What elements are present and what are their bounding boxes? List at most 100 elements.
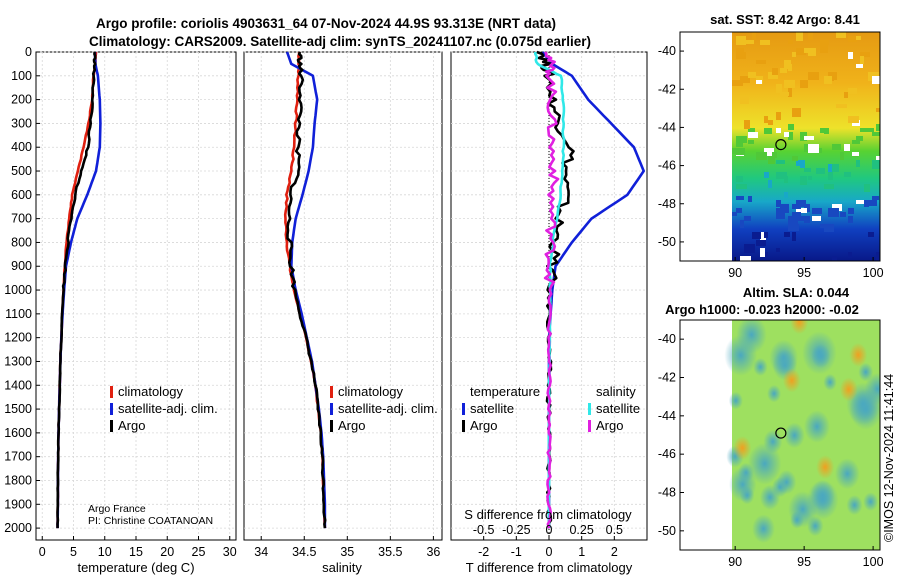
- temperature-x-ticks: 0 5 10 15 20 25 30: [39, 536, 237, 559]
- sst-pixel: [776, 200, 781, 207]
- difference-legend: temperature satellite Argo salinity sate…: [462, 384, 640, 433]
- sst-pixel: [736, 52, 746, 59]
- sla-low: [752, 514, 775, 543]
- sst-pixel: [856, 160, 860, 167]
- x-tick-label: 100: [863, 555, 884, 569]
- sst-pixel: [852, 140, 860, 144]
- sst-pixel: [804, 48, 813, 53]
- sst-pixel: [784, 232, 790, 237]
- x-tick-label: 20: [160, 545, 174, 559]
- sla-low: [834, 458, 860, 490]
- sst-pixel: [852, 152, 859, 156]
- legend-swatch-temp-satellite: [462, 403, 465, 415]
- x-tick-label: -1: [511, 545, 522, 559]
- sst-pixel: [788, 216, 798, 225]
- sla-high: [790, 320, 809, 335]
- sst-pixel: [756, 240, 766, 246]
- sst-pixel: [868, 232, 874, 237]
- top-tick-label: -0.25: [502, 523, 531, 537]
- x-tick-label: 25: [192, 545, 206, 559]
- sst-pixel: [776, 208, 785, 212]
- sst-pixel: [752, 232, 761, 239]
- difference-x-ticks: -2 -1 0 1 2: [478, 536, 618, 559]
- y-tick-label: 600: [11, 188, 32, 202]
- y-tick-label: -40: [658, 44, 676, 58]
- x-tick-label: 15: [129, 545, 143, 559]
- sla-low: [789, 511, 805, 529]
- sst-pixel: [748, 196, 752, 202]
- sst-map-title: sat. SST: 8.42 Argo: 8.41: [710, 12, 860, 27]
- salinity-series: [283, 51, 327, 529]
- sst-pixel: [848, 252, 852, 258]
- sst-pixel: [764, 128, 772, 134]
- sst-pixel: [860, 52, 870, 57]
- x-tick-label: -2: [478, 545, 489, 559]
- sst-pixel: [756, 60, 766, 64]
- sla-low: [784, 422, 805, 449]
- y-tick-label: 1500: [4, 402, 32, 416]
- sst-map-frame: [679, 31, 881, 262]
- sst-pixel: [788, 64, 792, 71]
- sst-pixel: [764, 148, 774, 156]
- sst-map-panel: sat. SST: 8.42 Argo: 8.41 90 95 100 -40 -42 -…: [658, 12, 884, 280]
- y-tick-label: -50: [658, 524, 676, 538]
- sst-pixel: [808, 176, 812, 180]
- legend-label-argo: Argo: [118, 418, 145, 433]
- sst-pixel: [804, 168, 811, 172]
- sst-pixel: [740, 256, 751, 261]
- x-tick-label: 95: [797, 266, 811, 280]
- temperature-legend: climatology satellite-adj. clim. Argo: [110, 384, 218, 433]
- sst-pixel: [776, 248, 780, 252]
- legend-swatch-temp-argo: [462, 420, 465, 432]
- sst-pixel: [804, 136, 814, 140]
- sst-pixel: [740, 76, 746, 80]
- y-tick-label: 500: [11, 164, 32, 178]
- sst-pixel: [864, 184, 870, 192]
- sst-pixel: [820, 128, 828, 133]
- temperature-xlabel: temperature (deg C): [77, 560, 194, 575]
- sla-low: [736, 320, 767, 354]
- sst-pixel: [828, 164, 833, 172]
- sst-pixel: [856, 200, 864, 204]
- sst-pixel: [784, 60, 791, 69]
- sst-pixel: [776, 112, 781, 120]
- sst-pixel: [732, 148, 738, 154]
- sla-low: [811, 344, 831, 369]
- sst-pixel: [848, 88, 857, 94]
- sst-pixel: [876, 108, 880, 112]
- y-tick-label: 1200: [4, 331, 32, 345]
- sst-pixel: [784, 192, 788, 198]
- sst-pixel: [776, 212, 785, 219]
- sst-pixel: [788, 224, 799, 231]
- sst-pixel: [760, 232, 766, 240]
- difference-series: [533, 50, 646, 529]
- sla-map-title-line-2: Argo h1000: -0.023 h2000: -0.02: [665, 302, 859, 317]
- sst-pixel: [736, 176, 743, 182]
- y-tick-label: 400: [11, 140, 32, 154]
- salinity-axes-frame: [243, 51, 443, 541]
- sst-pixel: [840, 212, 846, 217]
- sst-pixel: [792, 212, 801, 218]
- sst-pixel: [800, 132, 807, 141]
- sst-pixel: [836, 32, 846, 38]
- sla-low: [728, 391, 743, 410]
- legend-swatch-sal-argo: [588, 420, 591, 432]
- sst-pixel: [788, 40, 793, 44]
- sst-pixel: [844, 92, 848, 98]
- sla-high: [816, 455, 835, 480]
- sst-pixel: [856, 64, 863, 68]
- legend-label-sal-argo: Argo: [596, 418, 623, 433]
- legend-label-temp-argo: Argo: [470, 418, 497, 433]
- y-tick-label: 100: [11, 69, 32, 83]
- sst-pixel: [872, 132, 880, 136]
- sst-pixel: [796, 48, 806, 55]
- sst-pixel: [804, 216, 810, 223]
- sst-pixel: [844, 144, 850, 151]
- y-tick-label: -44: [658, 120, 676, 134]
- sst-pixel: [736, 48, 744, 53]
- y-tick-label: 700: [11, 212, 32, 226]
- sla-low: [863, 492, 879, 511]
- sst-pixel: [872, 160, 880, 169]
- sla-low: [849, 388, 880, 430]
- top-tick-label: 0.5: [606, 523, 623, 537]
